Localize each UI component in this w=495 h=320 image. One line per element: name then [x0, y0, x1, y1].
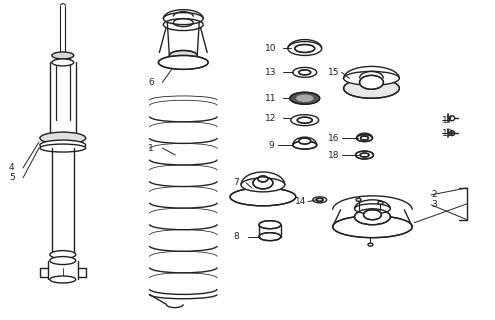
Ellipse shape	[333, 216, 412, 238]
Ellipse shape	[52, 59, 74, 66]
Text: 17: 17	[442, 116, 453, 125]
Ellipse shape	[354, 204, 391, 214]
Ellipse shape	[50, 251, 76, 259]
Ellipse shape	[316, 198, 323, 201]
Ellipse shape	[50, 276, 76, 283]
Ellipse shape	[290, 92, 320, 104]
Ellipse shape	[293, 141, 317, 149]
Ellipse shape	[368, 243, 373, 246]
Text: 8: 8	[233, 232, 239, 241]
Ellipse shape	[378, 201, 383, 204]
Text: 12: 12	[265, 114, 276, 123]
Text: 18: 18	[328, 150, 339, 160]
Text: 1: 1	[148, 144, 154, 153]
Ellipse shape	[299, 70, 311, 75]
Ellipse shape	[259, 221, 281, 229]
Text: 16: 16	[328, 133, 339, 143]
Ellipse shape	[60, 4, 65, 7]
Ellipse shape	[258, 176, 268, 182]
Ellipse shape	[230, 188, 296, 206]
Ellipse shape	[169, 51, 197, 60]
Text: 7: 7	[233, 179, 239, 188]
Text: 15: 15	[328, 68, 339, 77]
Text: 5: 5	[9, 173, 15, 182]
Ellipse shape	[40, 144, 86, 152]
Ellipse shape	[241, 178, 285, 192]
Text: 2: 2	[431, 190, 437, 199]
Ellipse shape	[163, 19, 203, 31]
Ellipse shape	[50, 257, 76, 265]
Ellipse shape	[158, 55, 208, 69]
Ellipse shape	[354, 209, 391, 225]
Ellipse shape	[360, 136, 368, 140]
Circle shape	[449, 131, 454, 136]
Ellipse shape	[40, 140, 86, 150]
Ellipse shape	[344, 78, 399, 98]
Circle shape	[449, 116, 454, 121]
Text: 4: 4	[9, 164, 15, 172]
Ellipse shape	[355, 151, 373, 159]
Text: 6: 6	[148, 78, 154, 87]
Ellipse shape	[295, 44, 315, 52]
Ellipse shape	[259, 233, 281, 241]
Text: 11: 11	[265, 94, 276, 103]
Ellipse shape	[363, 210, 382, 220]
Ellipse shape	[40, 132, 86, 144]
Ellipse shape	[356, 198, 361, 201]
Ellipse shape	[299, 138, 311, 144]
Ellipse shape	[52, 52, 74, 59]
Ellipse shape	[344, 71, 399, 85]
Ellipse shape	[359, 76, 384, 89]
Text: 14: 14	[295, 197, 306, 206]
Text: 13: 13	[265, 68, 276, 77]
Text: 19: 19	[442, 129, 453, 138]
Text: 3: 3	[431, 200, 437, 209]
Ellipse shape	[360, 153, 369, 157]
Ellipse shape	[297, 117, 312, 123]
Ellipse shape	[297, 95, 313, 101]
Ellipse shape	[356, 135, 372, 141]
Text: 10: 10	[265, 44, 276, 53]
Ellipse shape	[253, 177, 273, 189]
Circle shape	[451, 132, 453, 134]
Text: 9: 9	[268, 140, 274, 149]
